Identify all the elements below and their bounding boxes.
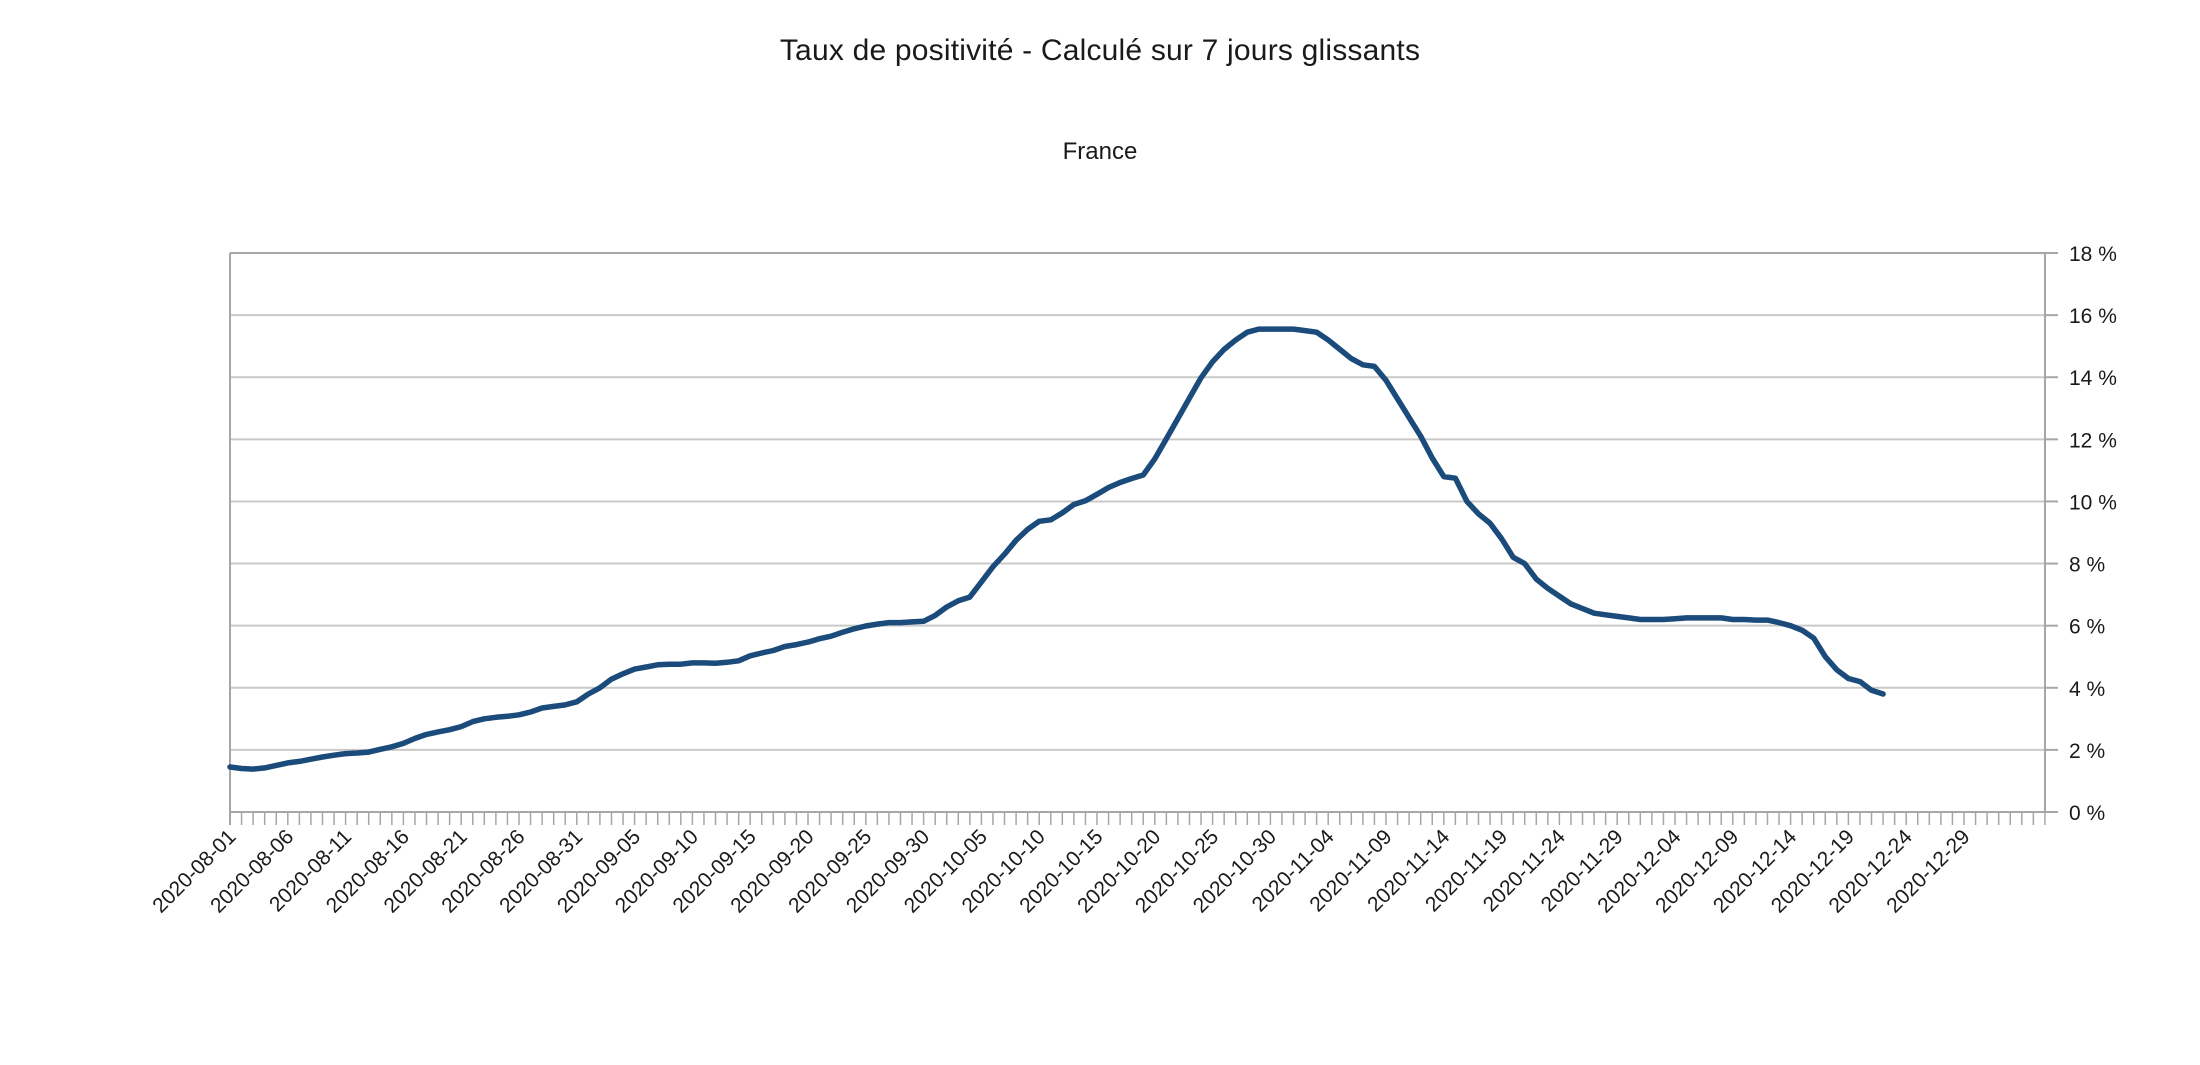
y-tick-label-6: 6 % xyxy=(2069,616,2105,639)
y-tick-label-12: 12 % xyxy=(2069,429,2117,452)
y-tick-label-10: 10 % xyxy=(2069,491,2117,514)
y-tick-label-0: 0 % xyxy=(2069,802,2105,825)
y-tick-label-2: 2 % xyxy=(2069,740,2105,763)
y-tick-label-16: 16 % xyxy=(2069,305,2117,328)
positivity-line xyxy=(227,326,1886,772)
y-tick-label-4: 4 % xyxy=(2069,678,2105,701)
y-tick-label-8: 8 % xyxy=(2069,554,2105,577)
y-tick-label-14: 14 % xyxy=(2069,367,2117,390)
chart-title: Taux de positivité - Calculé sur 7 jours… xyxy=(779,34,1421,67)
y-tick-label-18: 18 % xyxy=(2069,243,2117,266)
chart-subtitle: France xyxy=(1062,138,1138,165)
